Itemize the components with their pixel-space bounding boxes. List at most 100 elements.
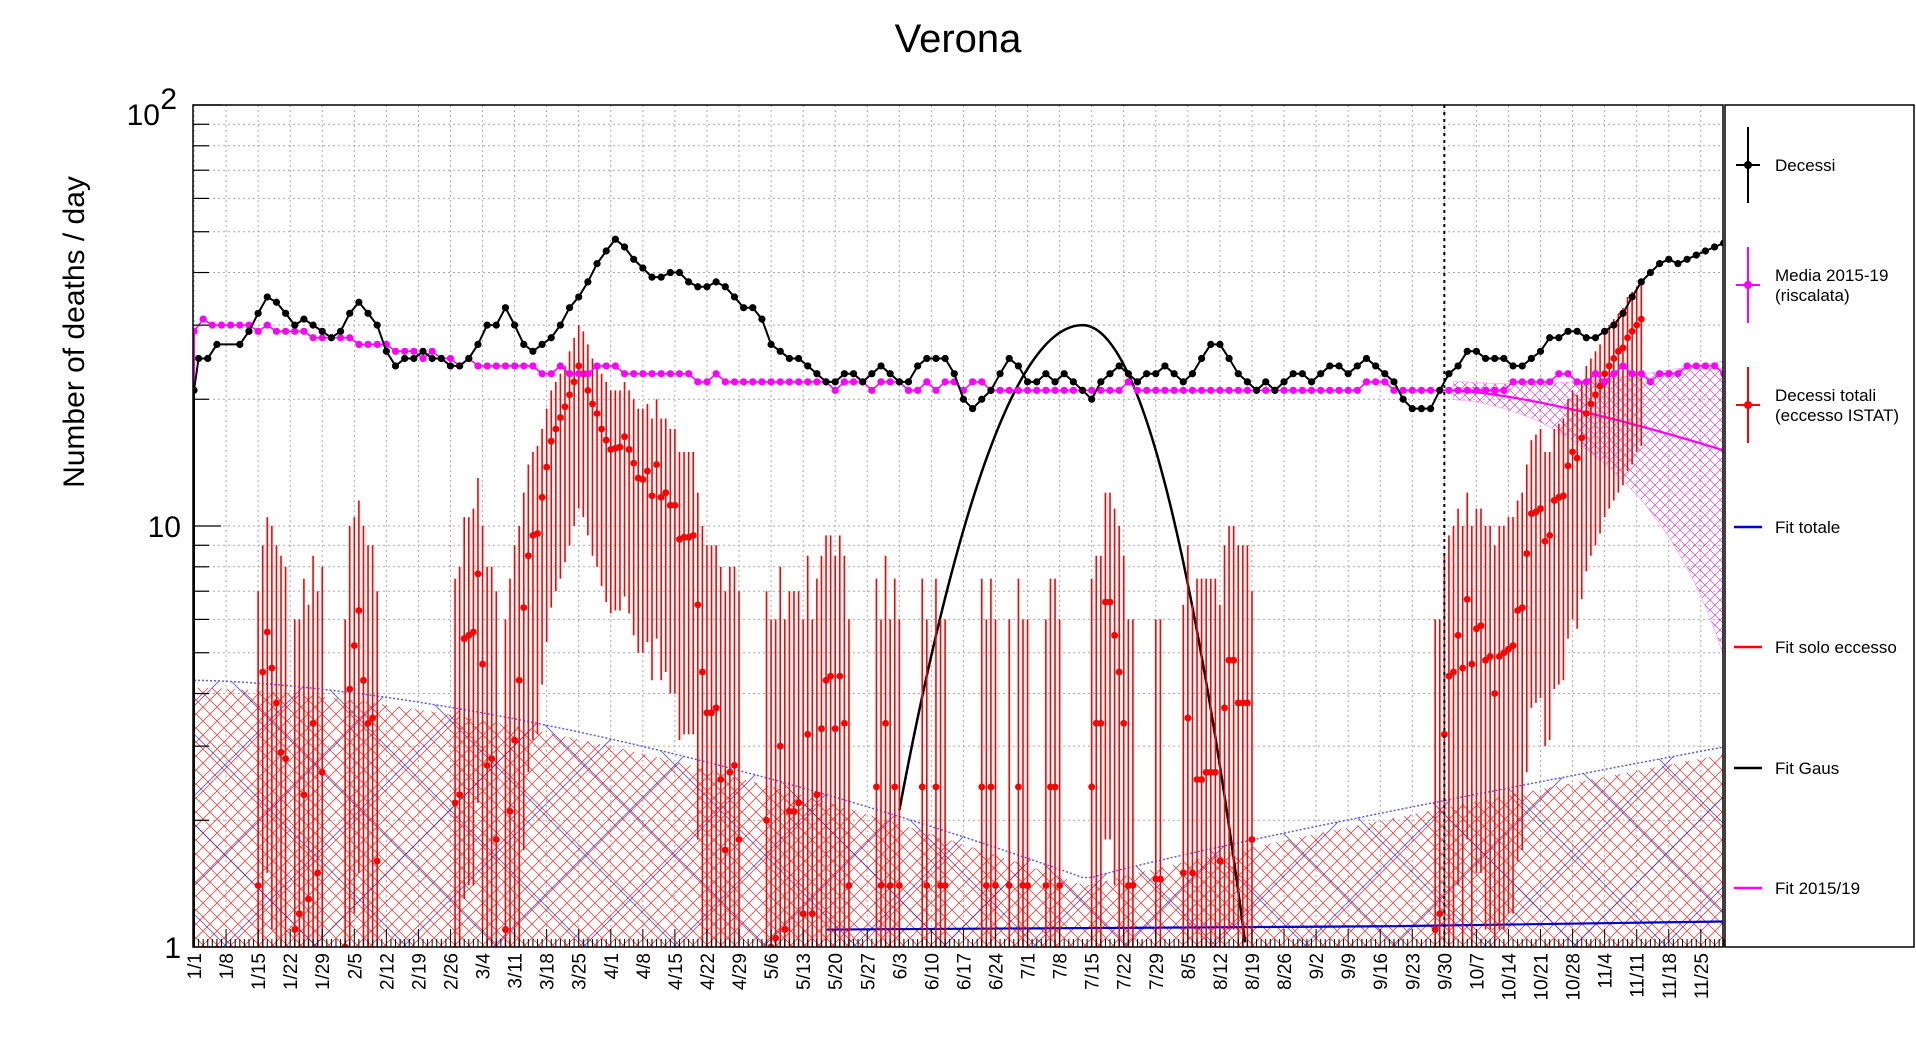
- decessi-point: [483, 321, 491, 329]
- media-point: [923, 378, 931, 386]
- decessi-point: [492, 321, 500, 329]
- decessi-point: [666, 268, 674, 277]
- excess-point: [282, 755, 289, 763]
- media-point: [703, 378, 711, 386]
- excess-point: [1560, 492, 1567, 500]
- decessi-point: [236, 340, 244, 348]
- media-point: [1701, 362, 1709, 370]
- decessi-point: [1014, 362, 1023, 370]
- excess-point: [295, 910, 303, 918]
- media-point: [1472, 386, 1480, 394]
- decessi-point: [1637, 278, 1645, 286]
- decessi-point: [204, 354, 212, 363]
- x-tick-label: 8/12: [1211, 953, 1232, 990]
- x-tick-label: 4/29: [730, 953, 751, 990]
- media-point: [1454, 386, 1462, 394]
- decessi-point: [1656, 260, 1664, 268]
- decessi-point: [520, 340, 528, 348]
- excess-point: [671, 501, 679, 509]
- media-point: [593, 362, 601, 370]
- decessi-point: [1445, 370, 1453, 378]
- decessi-point: [1564, 327, 1572, 335]
- excess-point: [882, 719, 889, 727]
- decessi-point: [346, 309, 354, 317]
- excess-point: [1587, 400, 1595, 408]
- excess-point: [1120, 719, 1128, 727]
- decessi-point: [978, 395, 986, 403]
- media-point: [373, 340, 381, 348]
- media-point: [1637, 370, 1645, 378]
- decessi-point: [1106, 370, 1114, 378]
- fit-bands: [193, 360, 1723, 947]
- excess-point: [1189, 869, 1196, 877]
- media-point: [657, 370, 665, 378]
- decessi-point: [391, 362, 400, 370]
- decessi-point: [419, 347, 427, 355]
- media-point: [272, 327, 281, 335]
- decessi-point: [923, 354, 931, 363]
- media-point: [1417, 386, 1426, 394]
- decessi-point: [1298, 370, 1306, 378]
- media-point: [1665, 370, 1673, 378]
- media-point: [1143, 386, 1151, 394]
- excess-point: [1051, 783, 1059, 791]
- excess-point: [1115, 668, 1123, 676]
- media-point: [428, 347, 436, 355]
- excess-point: [941, 882, 949, 889]
- media-point: [1042, 386, 1050, 394]
- media-point: [914, 386, 922, 394]
- media-point: [364, 340, 372, 348]
- media-point: [391, 347, 400, 355]
- media-point: [474, 362, 482, 370]
- excess-point: [474, 570, 482, 578]
- decessi-point: [611, 235, 619, 243]
- decessi-point: [1591, 334, 1600, 342]
- excess-point: [1573, 454, 1581, 462]
- media-point: [227, 321, 235, 329]
- decessi-point: [1216, 340, 1224, 348]
- excess-point: [566, 391, 573, 399]
- excess-point: [918, 783, 926, 791]
- excess-point: [451, 799, 459, 807]
- decessi-point: [1701, 247, 1709, 255]
- decessi-point: [373, 321, 381, 329]
- excess-point: [1628, 327, 1636, 335]
- excess-point: [717, 776, 725, 783]
- media-point: [575, 370, 583, 378]
- decessi-point: [355, 298, 363, 306]
- x-tick-label: 9/30: [1435, 953, 1456, 990]
- y-tick-label: 1: [164, 932, 181, 965]
- media-point: [1710, 362, 1719, 370]
- excess-point: [1468, 660, 1476, 668]
- x-tick-label: 5/20: [826, 953, 847, 990]
- media-point: [1033, 386, 1041, 394]
- decessi-point: [1207, 340, 1215, 348]
- x-tick-label: 4/8: [634, 953, 655, 979]
- excess-point: [291, 926, 299, 933]
- media-point: [849, 378, 858, 386]
- media-point: [1536, 378, 1545, 386]
- x-tick-label: 1/1: [185, 953, 206, 979]
- decessi-point: [410, 354, 418, 363]
- media-point: [776, 378, 784, 386]
- excess-point: [1129, 882, 1137, 889]
- media-point: [1353, 386, 1361, 394]
- x-tick-label: 7/1: [1019, 953, 1040, 979]
- media-point: [721, 378, 729, 386]
- media-point: [1692, 362, 1700, 370]
- excess-point: [593, 410, 601, 417]
- media-point: [1656, 370, 1664, 378]
- decessi-point: [1674, 260, 1682, 268]
- excess-point: [479, 660, 486, 668]
- media-point: [648, 370, 656, 378]
- excess-point: [827, 672, 835, 680]
- x-tick-label: 7/29: [1147, 953, 1168, 990]
- x-tick-label: 1/22: [281, 953, 302, 990]
- excess-point: [589, 400, 596, 408]
- media-point: [1372, 378, 1380, 386]
- decessi-point: [1097, 378, 1105, 386]
- excess-point: [360, 676, 367, 684]
- excess-point: [840, 719, 848, 727]
- decessi-point: [538, 340, 546, 348]
- decessi-point: [639, 264, 647, 272]
